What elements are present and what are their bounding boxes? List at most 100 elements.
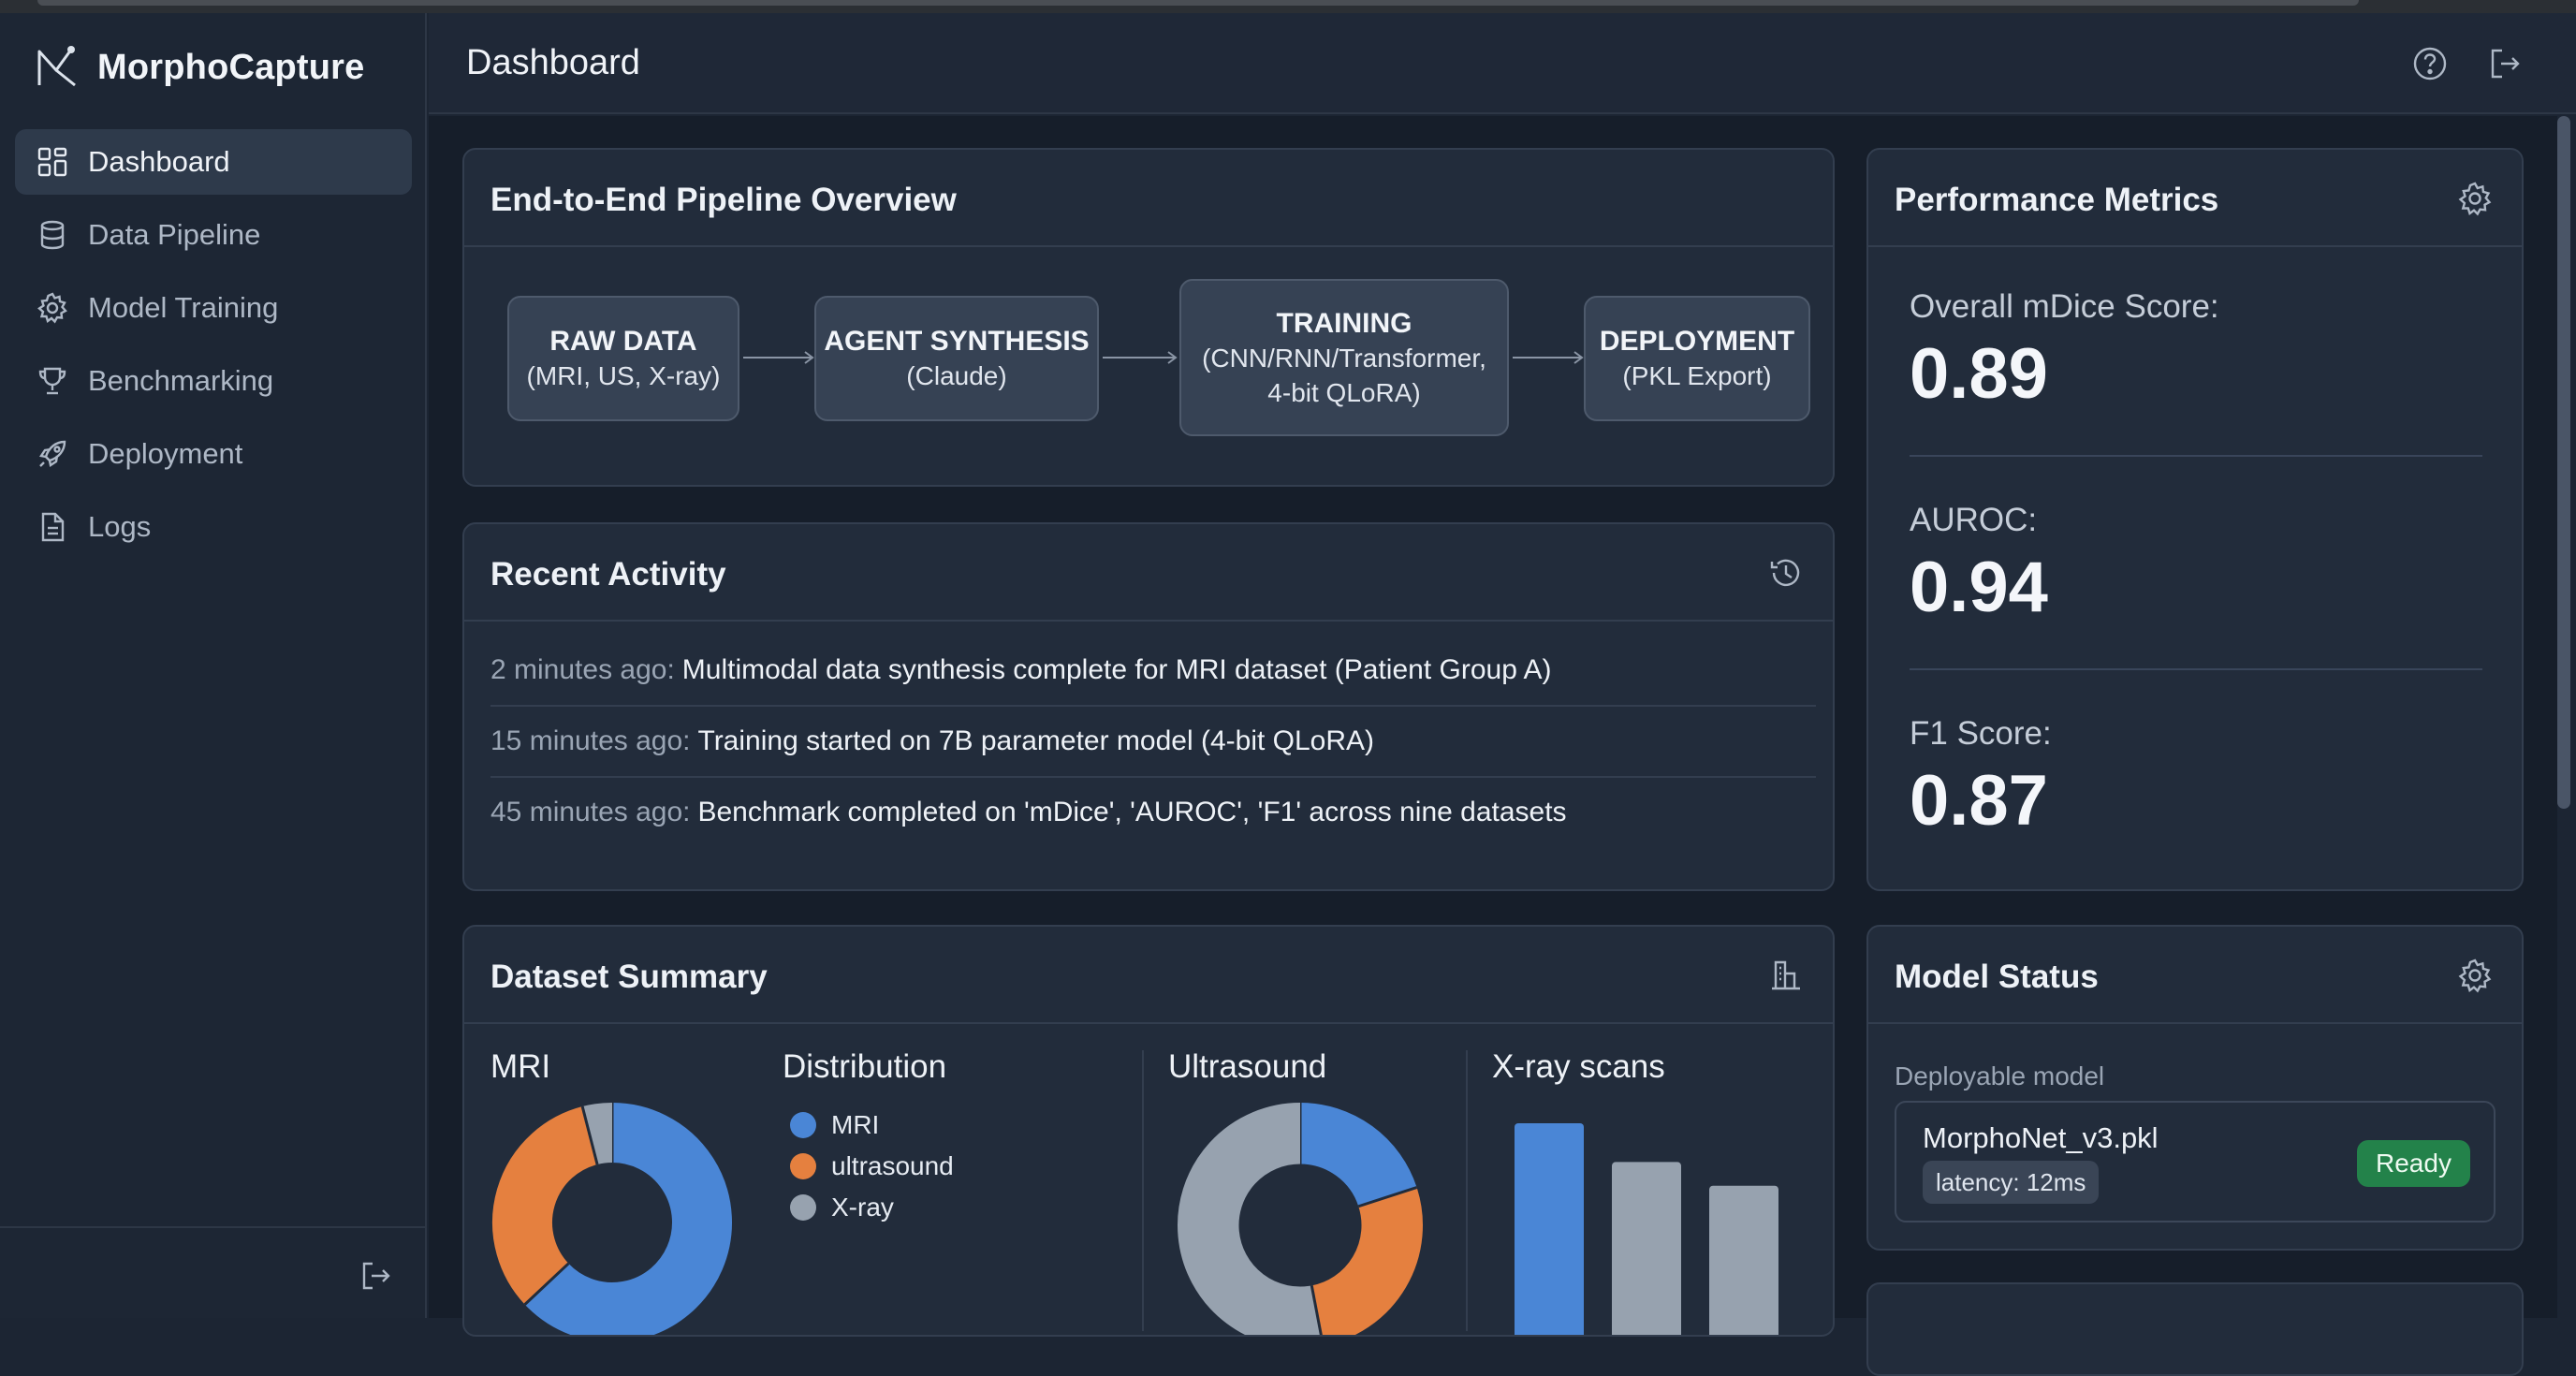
node-subtitle: (CNN/RNN/Transformer,	[1202, 344, 1486, 373]
top-header: Dashboard	[429, 13, 2576, 114]
node-subtitle: (PKL Export)	[1622, 361, 1772, 391]
recent-activity-card: Recent Activity 2 minutes ago: Multimoda…	[462, 522, 1835, 891]
sidebar-nav: Dashboard Data Pipeline Model Training B…	[15, 129, 412, 567]
gear-icon[interactable]	[2456, 957, 2494, 994]
slice-separator	[523, 1262, 570, 1306]
model-name: MorphoNet_v3.pkl	[1923, 1121, 2159, 1154]
help-icon[interactable]	[2411, 45, 2449, 82]
main-content: End-to-End Pipeline Overview RAW DATA (M…	[429, 116, 2557, 1376]
node-subtitle: 4-bit QLoRA)	[1267, 377, 1421, 407]
pipeline-card: End-to-End Pipeline Overview RAW DATA (M…	[462, 148, 1835, 487]
sidebar-item-data-pipeline[interactable]: Data Pipeline	[15, 202, 412, 268]
ultrasound-chart-label: Ultrasound	[1168, 1048, 1327, 1085]
node-title: DEPLOYMENT	[1599, 326, 1795, 358]
activity-item[interactable]: 15 minutes ago: Training started on 7B p…	[490, 706, 1816, 777]
next-card	[1866, 1282, 2524, 1376]
pipeline-node-agent-synthesis[interactable]: AGENT SYNTHESIS (Claude)	[814, 296, 1099, 421]
grid-icon	[37, 147, 67, 177]
sidebar-item-deployment[interactable]: Deployment	[15, 421, 412, 487]
activity-divider	[490, 776, 1816, 778]
metric-label-f1: F1 Score:	[1910, 715, 2052, 752]
sidebar-item-dashboard[interactable]: Dashboard	[15, 129, 412, 195]
latency-badge: latency: 12ms	[1923, 1161, 2100, 1204]
logout-icon[interactable]	[2486, 45, 2524, 82]
donut-slice-x-ray	[582, 1103, 613, 1165]
history-icon[interactable]	[1767, 554, 1805, 592]
activity-message: Training started on 7B parameter model (…	[697, 725, 1375, 756]
section-divider	[1142, 1050, 1144, 1331]
activity-item[interactable]: 45 minutes ago: Benchmark completed on '…	[490, 777, 1816, 848]
donut-slice-x-ray	[1178, 1103, 1322, 1335]
pipeline-node-training[interactable]: TRAINING (CNN/RNN/Transformer, 4-bit QLo…	[1179, 279, 1509, 436]
node-title: RAW DATA	[549, 326, 697, 358]
activity-time: 45 minutes ago:	[490, 797, 691, 827]
card-header: Model Status	[1868, 927, 2522, 1024]
dataset-summary-card: Dataset Summary MRI Distribution MRI ult…	[462, 925, 1835, 1337]
slice-separator	[1357, 1186, 1418, 1208]
pipeline-title: End-to-End Pipeline Overview	[490, 182, 957, 218]
gear-icon	[37, 292, 67, 324]
morphocapture-logo-icon	[37, 46, 76, 87]
collapse-sidebar-icon[interactable]	[358, 1258, 393, 1294]
pipeline-node-deployment[interactable]: DEPLOYMENT (PKL Export)	[1584, 296, 1810, 421]
sidebar-item-label: Dashboard	[88, 145, 230, 178]
card-header: End-to-End Pipeline Overview	[464, 150, 1833, 247]
ultrasound-donut-chart	[1178, 1103, 1423, 1335]
slice-separator	[580, 1105, 599, 1165]
sidebar-item-label: Benchmarking	[88, 364, 274, 397]
document-icon	[41, 512, 65, 542]
brand[interactable]: MorphoCapture	[34, 41, 364, 94]
xray-bar-chart	[1515, 1123, 1778, 1335]
sidebar-item-label: Model Training	[88, 291, 279, 324]
donut-slice-mri	[1298, 1103, 1417, 1208]
legend-item-mri: MRI	[790, 1110, 879, 1140]
bar-2	[1709, 1185, 1778, 1335]
legend-label: MRI	[831, 1110, 880, 1139]
rocket-icon	[39, 440, 66, 467]
activity-message: Multimodal data synthesis complete for M…	[681, 654, 1552, 685]
metric-value-f1: 0.87	[1910, 761, 2048, 841]
sidebar-item-benchmarking[interactable]: Benchmarking	[15, 348, 412, 414]
section-divider	[1466, 1050, 1468, 1331]
donut-slice-ultrasound	[492, 1106, 599, 1305]
status-badge: Ready	[2357, 1140, 2470, 1187]
sidebar-item-label: Logs	[88, 510, 152, 543]
donut-slice-ultrasound	[1310, 1187, 1423, 1335]
sidebar-item-label: Deployment	[88, 437, 243, 470]
metric-value-auroc: 0.94	[1910, 548, 2048, 627]
legend-item-xray: X-ray	[790, 1193, 894, 1222]
xray-chart-label: X-ray scans	[1492, 1048, 1665, 1085]
activity-divider	[490, 705, 1816, 707]
metric-divider	[1910, 668, 2482, 670]
sidebar-item-model-training[interactable]: Model Training	[15, 275, 412, 341]
node-subtitle: (MRI, US, X-ray)	[526, 361, 721, 391]
card-header: Recent Activity	[464, 524, 1833, 622]
main-scrollbar[interactable]	[2557, 116, 2570, 809]
gear-icon[interactable]	[2456, 180, 2494, 217]
sidebar-item-logs[interactable]: Logs	[15, 494, 412, 560]
database-icon	[40, 220, 65, 250]
model-status-card: Model Status Deployable model MorphoNet_…	[1866, 925, 2524, 1251]
legend-dot	[790, 1194, 816, 1221]
card-header: Performance Metrics	[1868, 150, 2522, 247]
app-name: MorphoCapture	[97, 47, 365, 87]
node-subtitle: (Claude)	[906, 361, 1007, 391]
bar-0	[1515, 1123, 1584, 1335]
activity-item[interactable]: 2 minutes ago: Multimodal data synthesis…	[490, 635, 1816, 706]
pipeline-node-raw-data[interactable]: RAW DATA (MRI, US, X-ray)	[507, 296, 739, 421]
sidebar-item-label: Data Pipeline	[88, 218, 261, 251]
arrow-right-icon	[743, 351, 814, 364]
legend-dot	[790, 1153, 816, 1179]
building-chart-icon[interactable]	[1767, 957, 1805, 994]
donut-slice-mri	[524, 1103, 732, 1335]
metric-label-auroc: AUROC:	[1910, 502, 2038, 538]
legend-label: ultrasound	[831, 1151, 954, 1180]
arrow-right-icon	[1103, 351, 1178, 364]
model-entry[interactable]: MorphoNet_v3.pkl latency: 12ms Ready	[1895, 1101, 2496, 1222]
performance-metrics-card: Performance Metrics Overall mDice Score:…	[1866, 148, 2524, 891]
model-status-title: Model Status	[1895, 959, 2099, 995]
sidebar: MorphoCapture Dashboard Data Pipeline Mo…	[0, 13, 427, 1318]
legend-label: X-ray	[831, 1193, 894, 1222]
node-title: AGENT SYNTHESIS	[824, 326, 1090, 358]
sidebar-divider	[0, 1226, 427, 1228]
